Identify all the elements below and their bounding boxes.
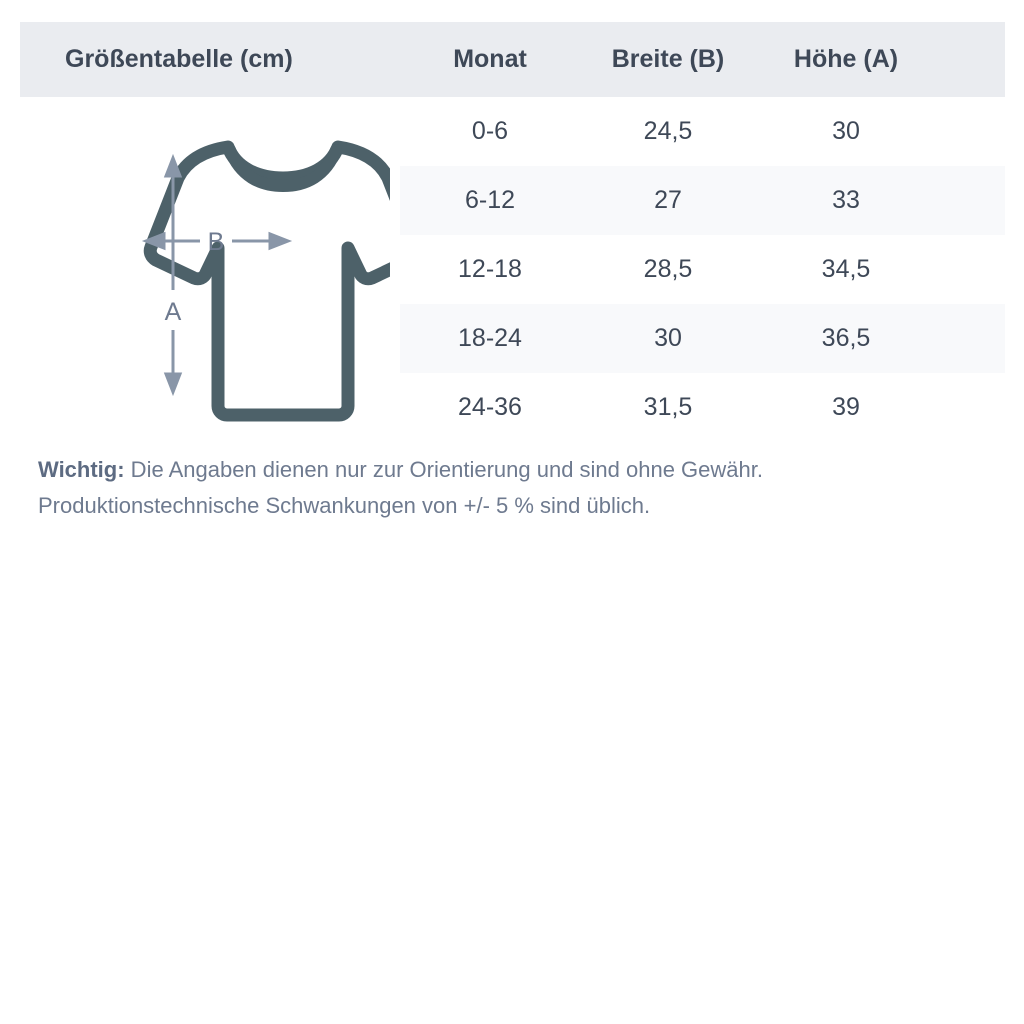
- footnote-line-1: Die Angaben dienen nur zur Orientierung …: [124, 457, 763, 482]
- cell-monat: 12-18: [458, 255, 522, 283]
- width-dimension-arrow: [141, 231, 293, 251]
- height-label: A: [165, 298, 182, 326]
- footnote-line-2: Produktionstechnische Schwankungen von +…: [38, 493, 651, 518]
- cell-hoehe: 34,5: [821, 255, 871, 283]
- page-title: Größentabelle (cm): [65, 45, 293, 73]
- cell-breite: 31,5: [643, 393, 693, 421]
- table-row: 24-36 31,5 39: [400, 373, 1005, 442]
- table-row: 12-18 28,5 34,5: [400, 235, 1005, 304]
- footnote-disclaimer: Wichtig: Die Angaben dienen nur zur Orie…: [38, 452, 998, 524]
- table-header-band: Größentabelle (cm) Monat Breite (B) Höhe…: [20, 22, 1005, 97]
- cell-monat: 18-24: [458, 324, 522, 352]
- cell-hoehe: 36,5: [821, 324, 871, 352]
- column-header-hoehe: Höhe (A): [793, 45, 899, 73]
- cell-monat: 6-12: [464, 186, 516, 214]
- column-header-breite: Breite (B): [611, 45, 725, 73]
- cell-breite: 24,5: [643, 117, 693, 145]
- tshirt-collar-icon: [224, 144, 342, 193]
- cell-hoehe: 33: [832, 186, 860, 214]
- cell-monat: 0-6: [471, 117, 509, 145]
- footnote-lead: Wichtig:: [38, 457, 125, 482]
- tshirt-diagram: A B: [60, 130, 390, 440]
- cell-breite: 28,5: [643, 255, 693, 283]
- cell-breite: 30: [654, 324, 682, 352]
- table-row: 18-24 30 36,5: [400, 304, 1005, 373]
- table-row: 0-6 24,5 30: [400, 97, 1005, 166]
- height-dimension-arrow: [163, 153, 183, 397]
- cell-hoehe: 39: [832, 393, 860, 421]
- column-header-monat: Monat: [453, 45, 527, 73]
- cell-breite: 27: [654, 186, 682, 214]
- table-row: 6-12 27 33: [400, 166, 1005, 235]
- cell-monat: 24-36: [458, 393, 522, 421]
- width-label: B: [208, 228, 225, 256]
- cell-hoehe: 30: [832, 117, 860, 145]
- tshirt-outline-icon: [143, 140, 390, 422]
